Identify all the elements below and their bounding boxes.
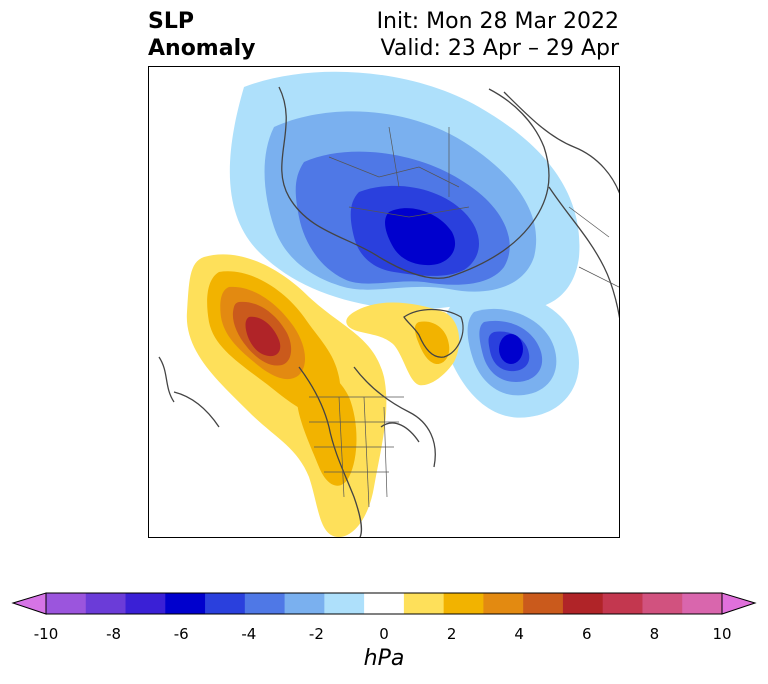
colorbar-unit-label: hPa [363,646,405,671]
anomaly-map-svg [158,71,619,537]
colorbar-svg [11,592,757,615]
greenland-high-anomaly [346,302,460,386]
title-line-1: SLP [148,9,194,34]
colorbar-outline [45,592,723,615]
colorbar-tick-label: -4 [241,625,257,643]
colorbar-tick-label: 6 [582,625,592,643]
title-line-2: Anomaly [148,36,256,61]
political-borders [309,126,619,508]
anomaly-map [148,66,620,538]
colorbar-cell [443,593,484,614]
map-title: SLP Anomaly [148,8,255,62]
colorbar [0,580,768,628]
colorbar-cell [244,593,286,614]
colorbar-extend-max [721,592,757,615]
colorbar-cell [483,593,524,614]
colorbar-tick-label: -2 [308,625,324,643]
colorbar-tick-label: -6 [173,625,189,643]
colorbar-cell [403,593,445,614]
pacific-high-anomaly [186,254,387,537]
colorbar-cell [364,593,405,614]
colorbar-cell [205,593,246,614]
colorbar-tick-label: 2 [446,625,457,643]
colorbar-cell [46,593,87,614]
colorbar-tick-label: 4 [514,625,524,643]
colorbar-cell [523,593,564,614]
colorbar-tick-label: 0 [379,625,389,643]
colorbar-cell [85,593,127,614]
init-date: Init: Mon 28 Mar 2022 [376,9,619,34]
colorbar-tick-label: 8 [649,625,660,643]
colorbar-tick-label: 10 [712,625,732,643]
colorbar-cell [324,593,365,614]
colorbar-cell [602,593,643,614]
atlantic-low-anomaly [444,291,579,418]
colorbar-cell [125,593,166,614]
colorbar-cell [562,593,604,614]
colorbar-tick-label: -10 [33,625,59,643]
valid-range: Valid: 23 Apr – 29 Apr [380,36,620,61]
colorbar-cell [642,593,683,614]
date-block: Init: Mon 28 Mar 2022 Valid: 23 Apr – 29… [377,8,619,62]
colorbar-extend-min [11,592,47,615]
arctic-low-anomaly [229,71,580,311]
colorbar-cell [165,593,206,614]
colorbar-cell [682,593,723,614]
colorbar-cells [46,593,723,614]
colorbar-cell [284,593,325,614]
coastlines [158,86,619,537]
colorbar-tick-label: -8 [106,625,122,643]
